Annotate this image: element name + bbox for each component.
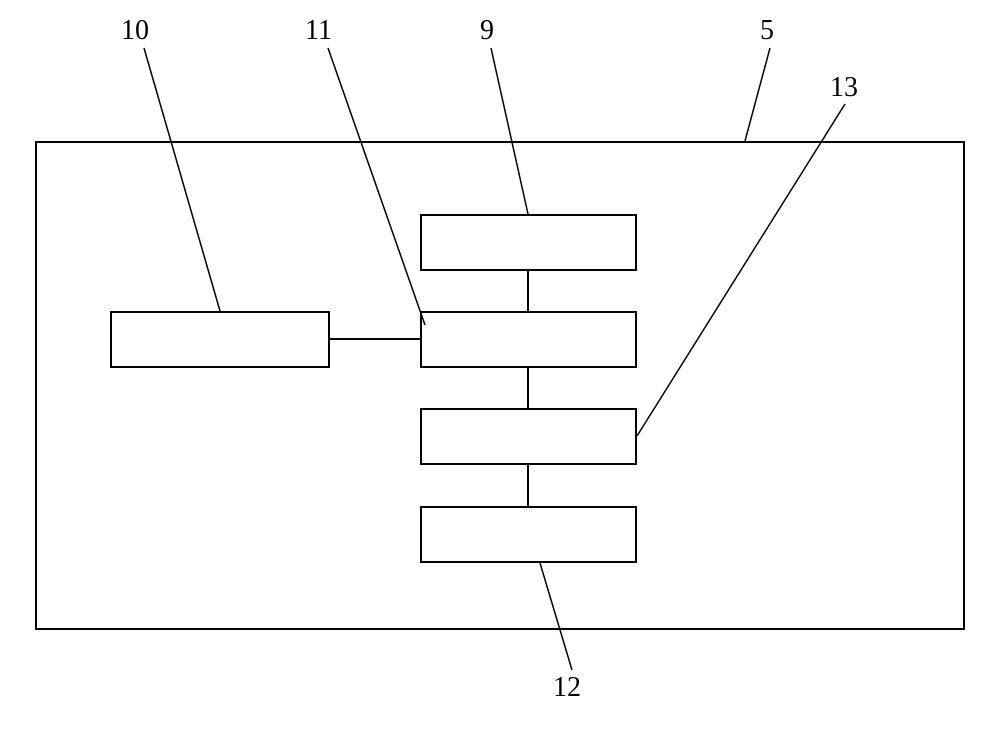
leader-line: [745, 48, 770, 141]
label-13: 13: [830, 72, 858, 104]
block-left: [110, 311, 330, 368]
block-top: [420, 214, 637, 271]
diagram-canvas: 10 11 9 5 13 12: [0, 0, 1000, 730]
label-10: 10: [121, 15, 149, 47]
block-mid2: [420, 408, 637, 465]
label-12: 12: [553, 672, 581, 704]
label-11: 11: [305, 15, 332, 47]
label-9: 9: [480, 15, 494, 47]
block-bottom: [420, 506, 637, 563]
block-mid1: [420, 311, 637, 368]
label-5: 5: [760, 15, 774, 47]
